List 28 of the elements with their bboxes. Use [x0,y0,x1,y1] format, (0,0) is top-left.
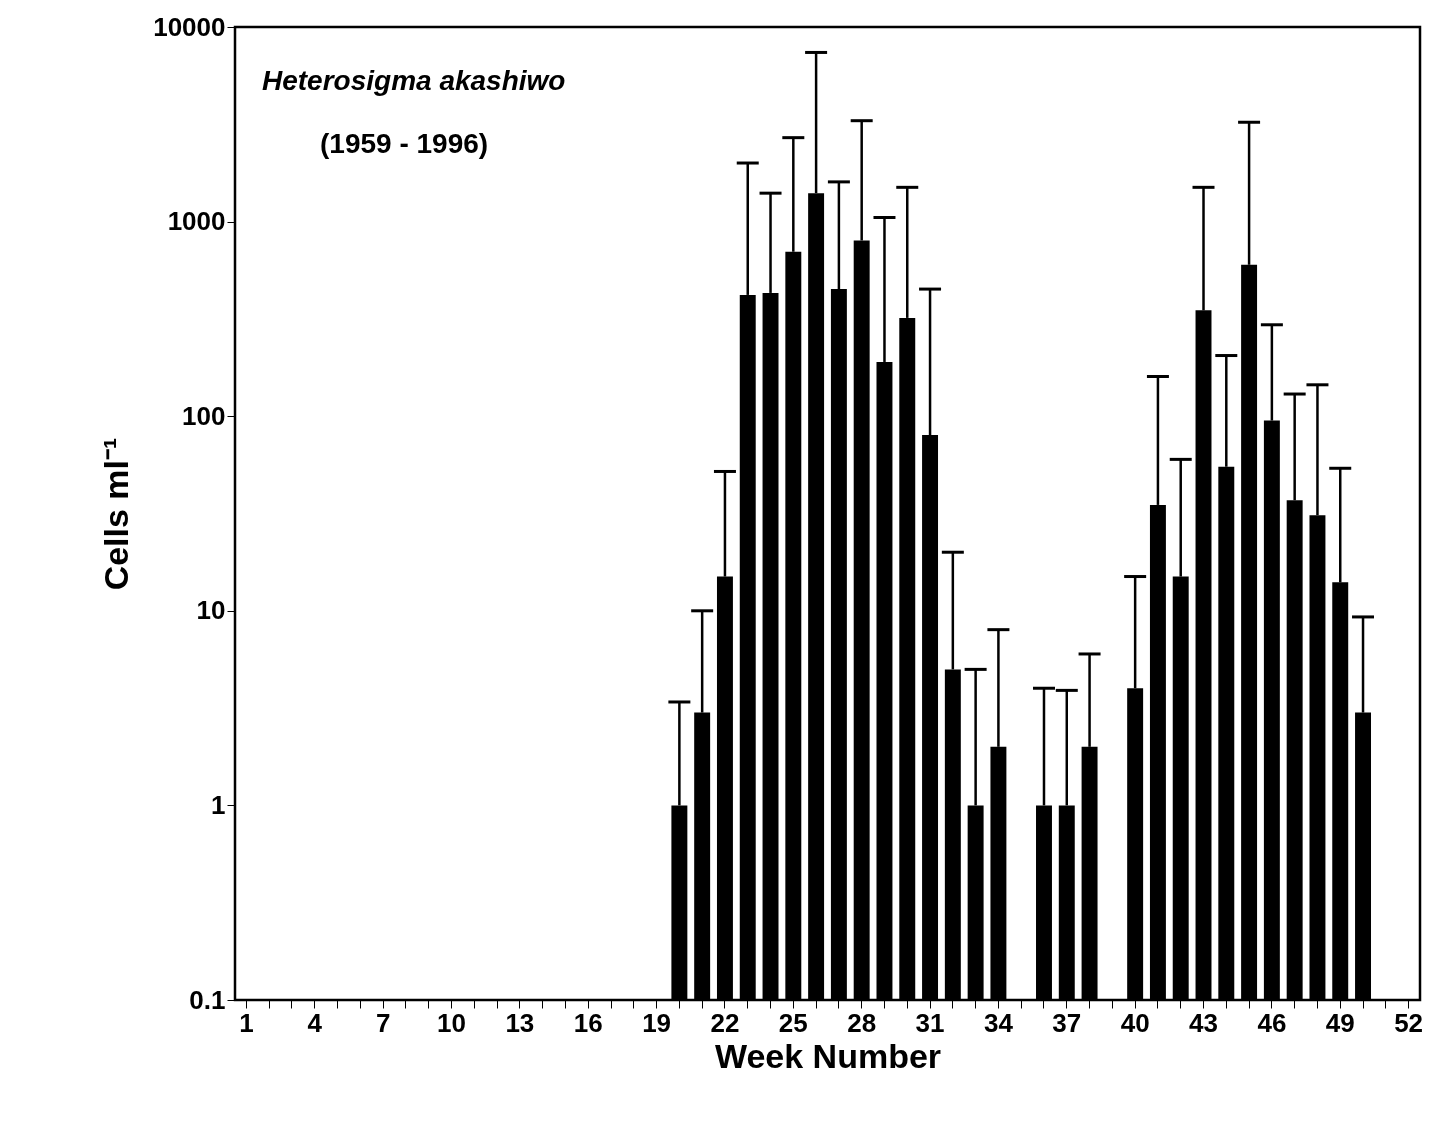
annotation: Heterosigma akashiwo [262,65,566,96]
x-tick-label: 19 [642,1007,672,1038]
x-tick-label: 40 [1120,1007,1150,1038]
x-tick-label: 37 [1052,1007,1082,1038]
annotation: (1959 - 1996) [320,128,489,159]
y-tick-label: 10000 [153,11,226,42]
x-tick-label: 34 [983,1007,1014,1038]
x-tick-label: 31 [915,1007,945,1038]
x-tick-label: 4 [307,1007,323,1038]
x-tick-label: 22 [710,1007,740,1038]
x-tick-label: 7 [375,1007,391,1038]
x-tick-label: 28 [847,1007,877,1038]
x-tick-label: 13 [505,1007,535,1038]
x-axis-title: Week Number [714,1036,942,1075]
x-tick-label: 25 [778,1007,808,1038]
x-tick-label: 1 [239,1007,254,1038]
x-tick-label: 16 [573,1007,603,1038]
x-tick-label: 43 [1189,1007,1218,1038]
y-tick-label: 0.1 [189,984,226,1015]
x-tick-label: 49 [1325,1007,1355,1038]
x-tick-label: 52 [1394,1007,1424,1038]
x-tick-label: 10 [437,1007,466,1038]
y-tick-label: 100 [182,400,226,431]
y-axis-title: Cells ml⁻¹ [97,437,136,591]
y-tick-label: 10 [196,595,226,626]
y-tick-label: 1000 [167,206,226,237]
x-tick-label: 46 [1257,1007,1287,1038]
y-tick-label: 1 [211,789,226,820]
